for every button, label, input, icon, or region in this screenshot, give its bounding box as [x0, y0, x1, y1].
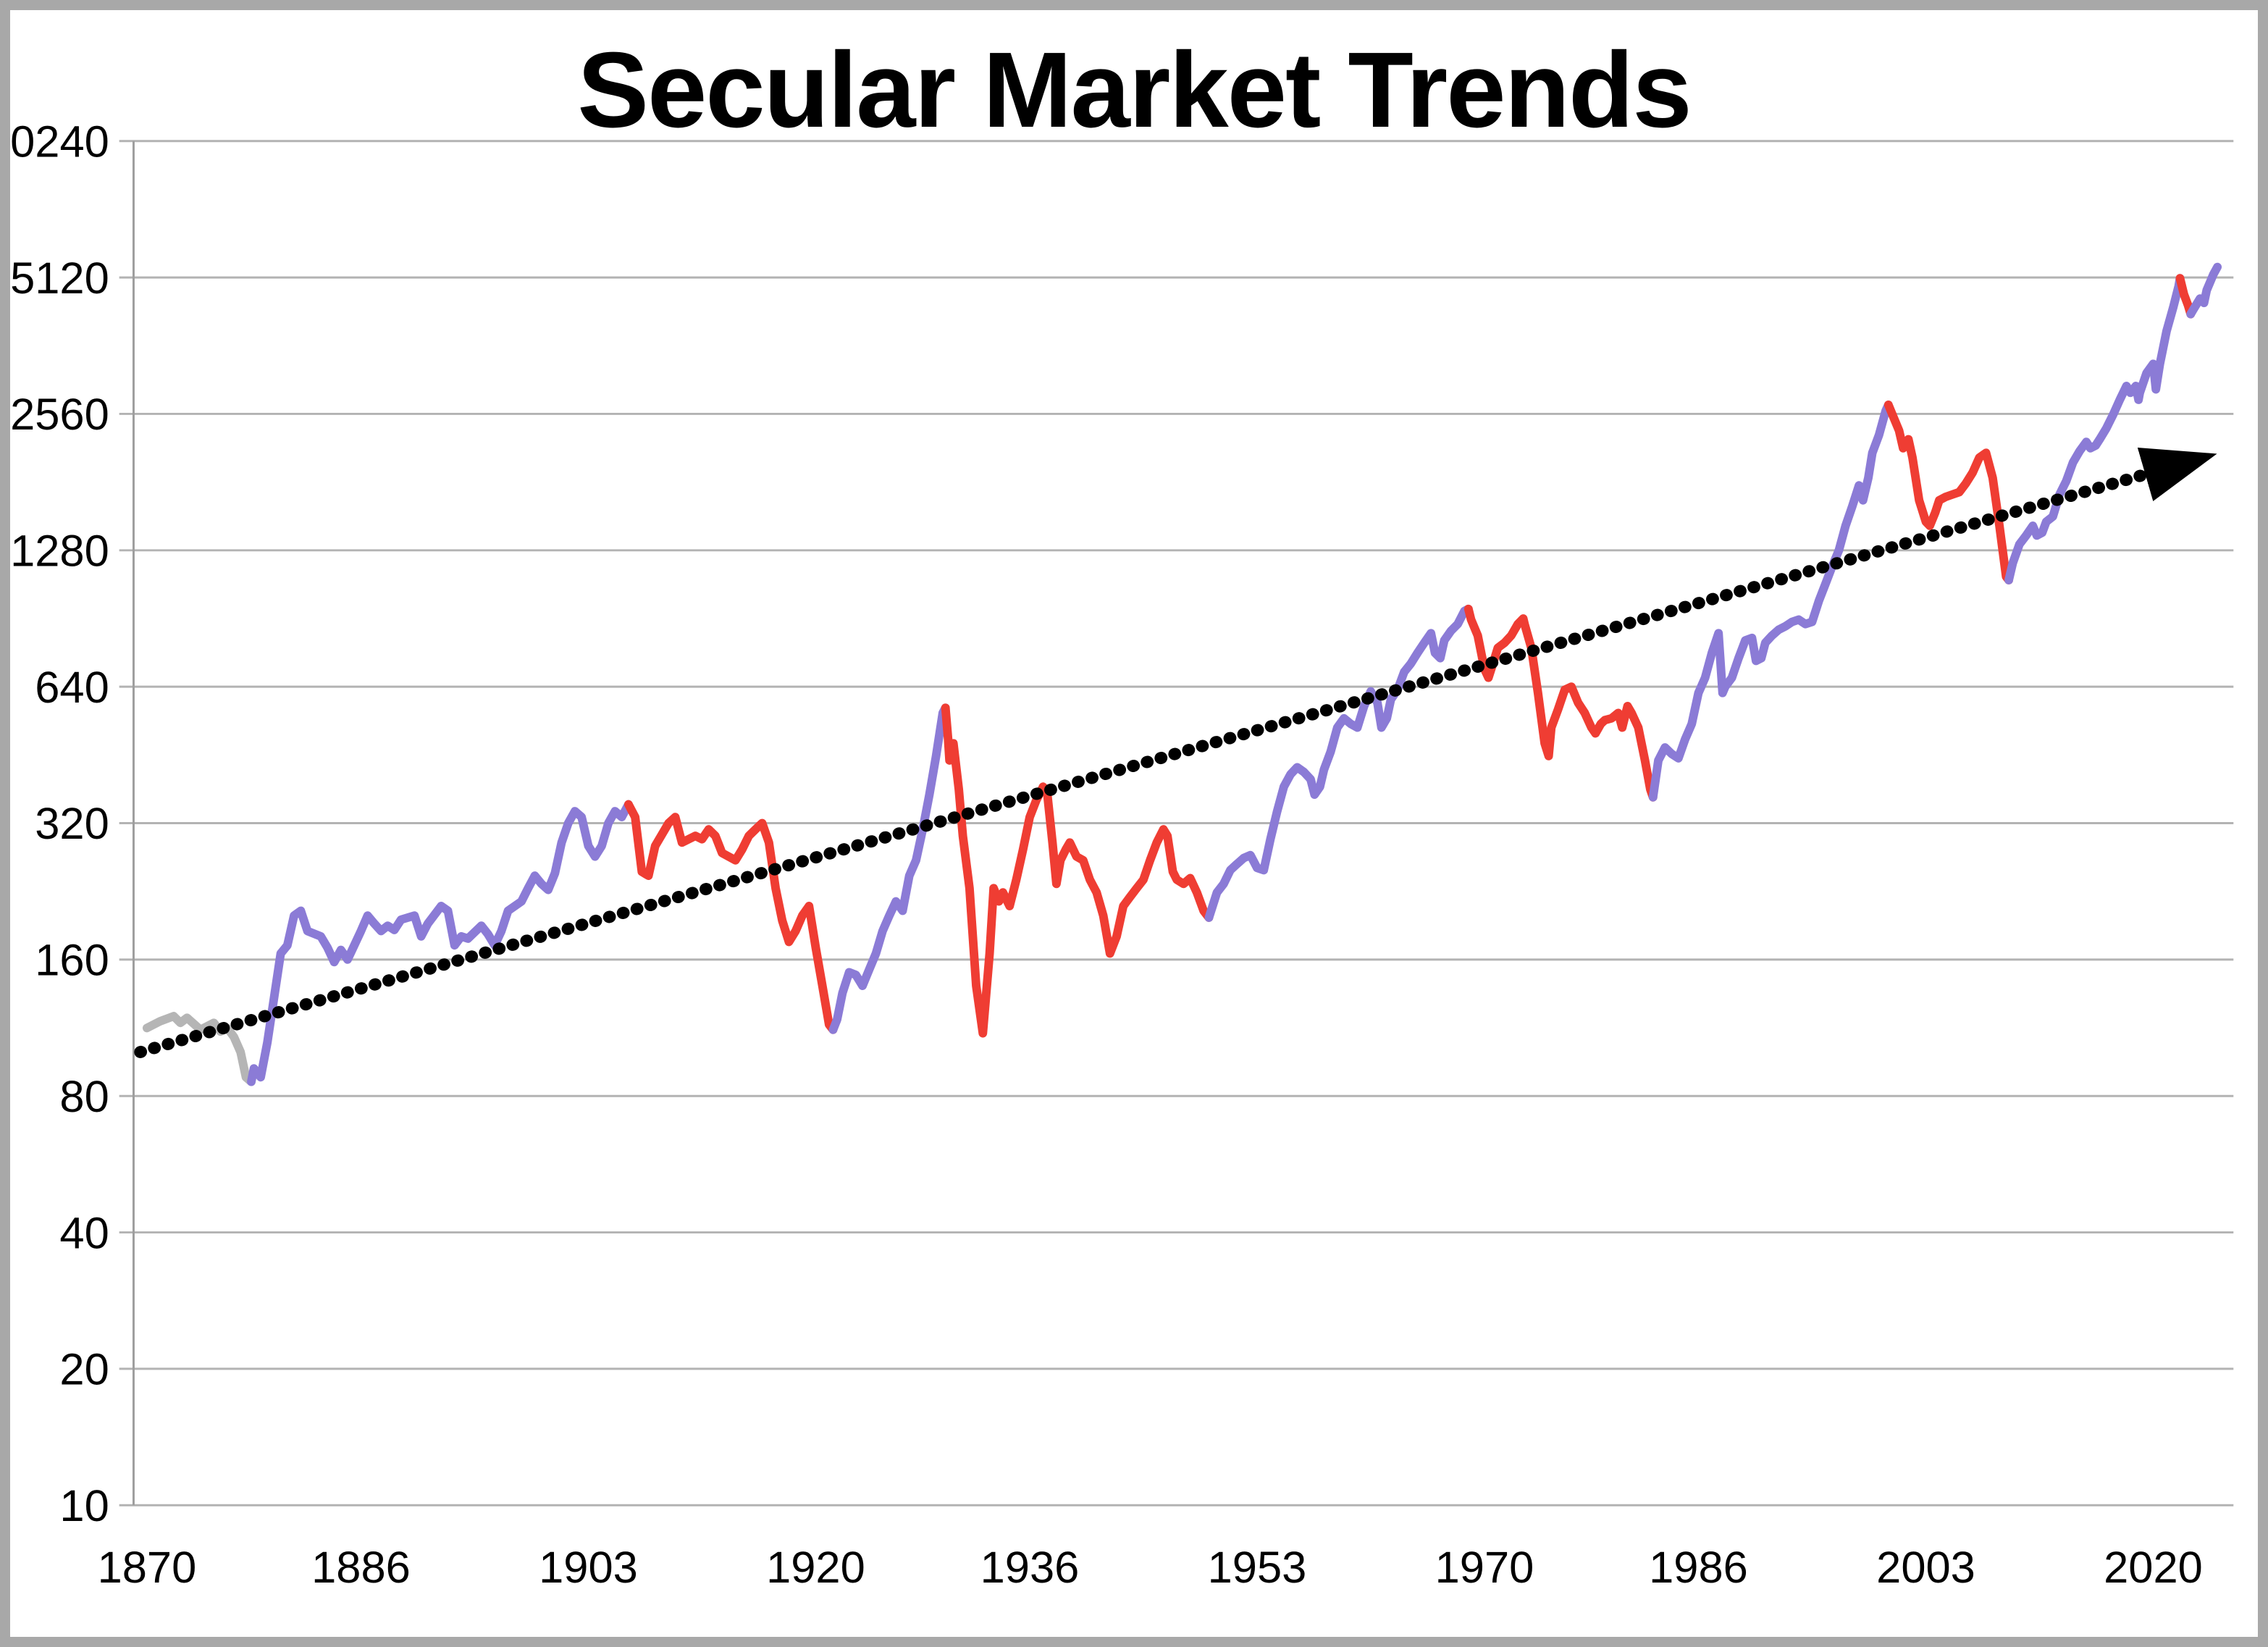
segment-bull-1982-2000: [1648, 401, 1893, 802]
segment-bear-1929-1949: [941, 703, 1214, 1038]
segment-bull-1921-1929: [828, 703, 950, 1034]
x-axis-labels: 1870 1886 1903 1920 1936 1953 1970 1986 2003 2020: [98, 1542, 2203, 1592]
y-tick-label: 40: [59, 1207, 109, 1257]
segment-bull-2009-2022: [2004, 274, 2185, 584]
y-tick-label: 80: [59, 1071, 109, 1121]
secular-market-trends-chart: 1024051202560128064032016080402010187018…: [10, 117, 2234, 1592]
y-tick-label: 640: [35, 662, 109, 712]
x-tick-label: 1986: [1649, 1542, 1748, 1592]
x-tick-label: 1936: [980, 1542, 1080, 1592]
segment-bull-2023-2024: [2186, 262, 2222, 319]
x-tick-label: 1870: [98, 1542, 197, 1592]
y-tick-label: 10: [59, 1480, 109, 1530]
y-tick-label: 1280: [10, 526, 109, 576]
chart-title: Secular Market Trends: [577, 30, 1692, 150]
gridlines: [119, 140, 2234, 1506]
y-tick-label: 2560: [10, 389, 109, 439]
y-tick-label: 5120: [10, 253, 109, 303]
y-tick-label: 160: [35, 935, 109, 985]
y-tick-label: 320: [35, 798, 109, 848]
trend-arrow: [134, 447, 2217, 1058]
x-tick-label: 1970: [1435, 1542, 1534, 1592]
segment-bear-2000-2009: [1883, 401, 2013, 584]
segment-bear-1968-1982: [1463, 604, 1658, 802]
y-axis-labels: 10240 5120 2560 1280 640 320 160 80 40 20 10: [10, 117, 109, 1530]
segment-bull-1877-1906: [247, 800, 633, 1086]
y-tick-label: 20: [59, 1344, 109, 1394]
x-tick-label: 2020: [2104, 1542, 2203, 1592]
segment-bear-1906-1921: [623, 800, 838, 1034]
y-tick-label: 10240: [10, 117, 109, 167]
segment-bull-1949-1968: [1204, 604, 1473, 922]
x-tick-label: 1903: [539, 1542, 638, 1592]
x-tick-label: 1920: [766, 1542, 865, 1592]
x-tick-label: 1953: [1208, 1542, 1307, 1592]
x-tick-label: 2003: [1876, 1542, 1975, 1592]
segment-pre-1877: [142, 1012, 256, 1086]
price-series: [142, 262, 2222, 1086]
x-tick-label: 1886: [311, 1542, 411, 1592]
